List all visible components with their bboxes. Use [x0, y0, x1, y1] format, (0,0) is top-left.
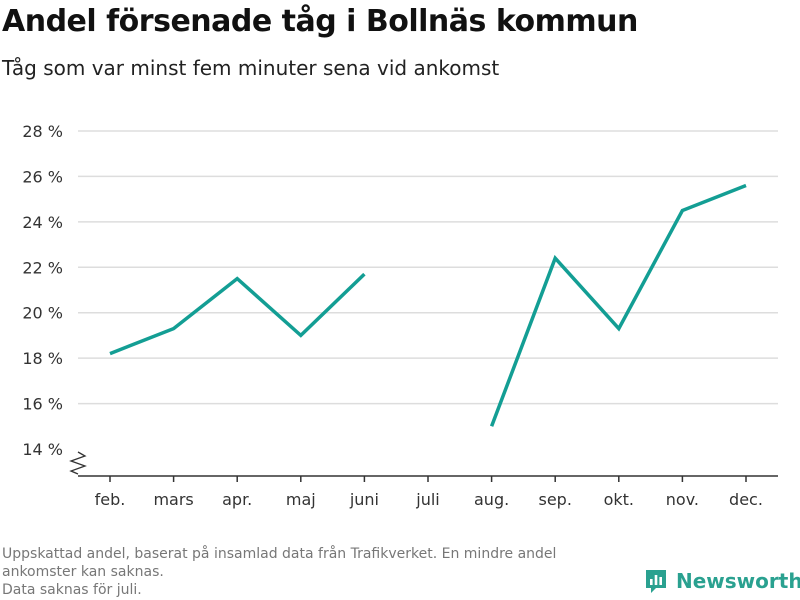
- x-tick-label: maj: [286, 490, 316, 509]
- y-tick-label: 24 %: [22, 213, 63, 232]
- brand-logo: Newsworthy: [644, 568, 800, 594]
- y-tick-label: 22 %: [22, 258, 63, 277]
- x-tick-label: okt.: [604, 490, 634, 509]
- x-tick-label: dec.: [729, 490, 763, 509]
- series-lines: [109, 183, 747, 427]
- y-tick-labels: 14 % 16 % 18 % 20 % 22 % 24 % 26 % 28 %: [22, 122, 63, 459]
- x-tick-label: sep.: [538, 490, 571, 509]
- y-tick-label: 20 %: [22, 304, 63, 323]
- chart-subtitle: Tåg som var minst fem minuter sena vid a…: [2, 56, 500, 80]
- x-axis: [69, 451, 778, 482]
- x-tick-label: feb.: [95, 490, 126, 509]
- y-tick-label: 14 %: [22, 440, 63, 459]
- footnote-line: Uppskattad andel, baserat på insamlad da…: [2, 546, 557, 562]
- x-tick-labels: feb. mars apr. maj juni juli aug. sep. okt. nov. d…: [95, 490, 763, 509]
- y-tick-label: 28 %: [22, 122, 63, 141]
- newsworthy-logo-icon: [646, 570, 666, 593]
- x-tick-label: juli: [415, 490, 439, 509]
- x-tick-label: mars: [153, 490, 193, 509]
- series-line-segment: [109, 272, 366, 356]
- x-tick-label: aug.: [474, 490, 509, 509]
- y-tick-label: 26 %: [22, 167, 63, 186]
- series-line-segment: [489, 183, 747, 427]
- chart-title: Andel försenade tåg i Bollnäs kommun: [2, 4, 638, 39]
- x-tick-label: apr.: [222, 490, 252, 509]
- footnote-line: Data saknas för juli.: [2, 582, 142, 598]
- axis-break-icon: [69, 451, 87, 475]
- x-tick-label: juni: [349, 490, 379, 509]
- footnote: Uppskattad andel, baserat på insamlad da…: [2, 545, 632, 599]
- y-tick-label: 18 %: [22, 349, 63, 368]
- y-tick-label: 16 %: [22, 395, 63, 414]
- footnote-line: ankomster kan saknas.: [2, 564, 164, 580]
- grid-lines: [78, 130, 778, 405]
- x-tick-label: nov.: [666, 490, 699, 509]
- brand-name: Newsworthy: [676, 569, 800, 593]
